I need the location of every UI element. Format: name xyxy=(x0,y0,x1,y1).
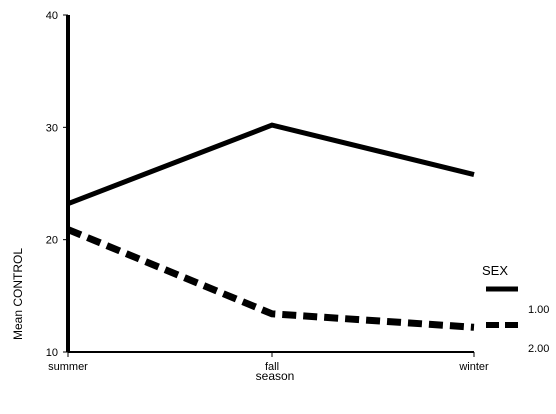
legend: SEX 1.00 2.00 xyxy=(482,263,549,355)
x-tick-label-0: summer xyxy=(48,361,88,373)
legend-title: SEX xyxy=(482,263,508,278)
y-axis-title: Mean CONTROL xyxy=(11,248,25,340)
chart-series xyxy=(66,122,475,331)
legend-label-1: 1.00 xyxy=(528,304,549,316)
series-line-1 xyxy=(67,122,475,207)
x-axis-ticks: summer fall winter xyxy=(48,352,489,373)
y-tick-label-1: 20 xyxy=(46,235,58,247)
x-axis-title: season xyxy=(256,369,295,383)
x-tick-label-2: winter xyxy=(458,361,489,373)
y-tick-label-0: 10 xyxy=(46,347,58,359)
y-tick-label-3: 40 xyxy=(46,10,58,22)
y-tick-label-2: 30 xyxy=(46,122,58,134)
x-tick-label-1: fall xyxy=(265,361,279,373)
legend-label-2: 2.00 xyxy=(528,343,549,355)
y-axis-ticks: 10 20 30 40 xyxy=(46,10,68,359)
series-line-2 xyxy=(66,226,475,331)
